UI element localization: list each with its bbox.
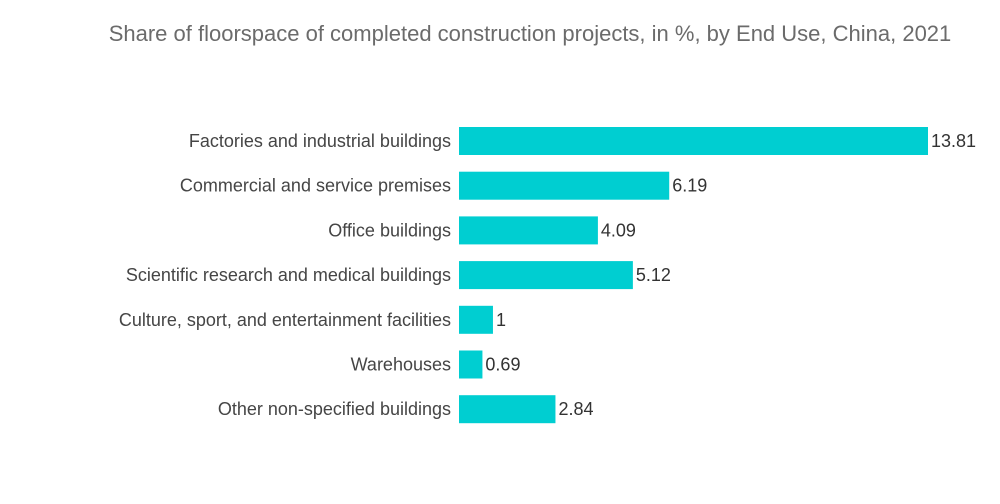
category-label: Warehouses	[351, 355, 451, 375]
value-label: 2.84	[558, 399, 593, 419]
value-label: 4.09	[601, 220, 636, 240]
bar	[459, 395, 556, 424]
bar	[459, 171, 670, 200]
value-label: 1	[496, 310, 506, 330]
category-label: Commercial and service premises	[180, 176, 451, 196]
value-label: 6.19	[672, 176, 707, 196]
bar	[459, 261, 633, 290]
category-label: Factories and industrial buildings	[189, 131, 451, 151]
category-label: Other non-specified buildings	[218, 399, 451, 419]
bar	[459, 305, 493, 334]
bar	[459, 350, 483, 379]
bar	[459, 127, 928, 155]
value-label: 5.12	[636, 265, 671, 285]
category-label: Office buildings	[328, 220, 451, 240]
category-label: Culture, sport, and entertainment facili…	[119, 310, 451, 330]
chart-title: Share of floorspace of completed constru…	[108, 21, 952, 46]
value-label: 13.81	[931, 131, 976, 151]
bar	[459, 216, 598, 245]
category-label: Scientific research and medical building…	[126, 265, 451, 285]
value-label: 0.69	[485, 355, 520, 375]
